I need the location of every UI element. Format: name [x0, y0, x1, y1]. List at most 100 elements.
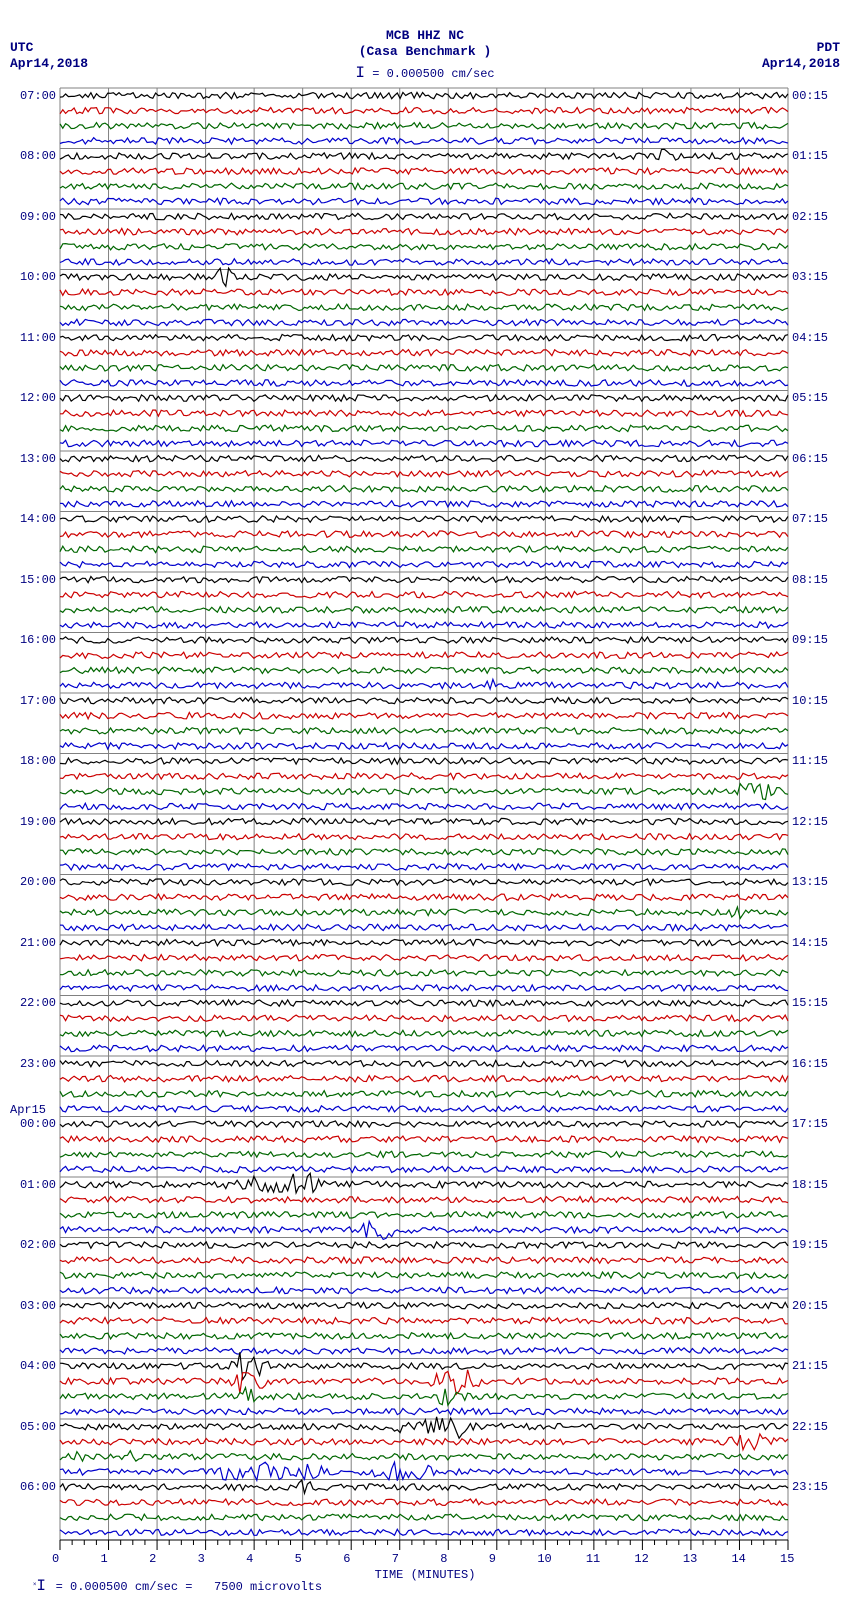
utc-hour-label: 08:00: [20, 149, 56, 163]
utc-hour-label: 10:00: [20, 270, 56, 284]
seismogram-trace: [60, 546, 788, 552]
seismogram-trace: [60, 803, 788, 809]
seismogram-trace: [60, 486, 788, 492]
seismogram-trace: [60, 985, 788, 991]
seismogram-trace: [60, 1106, 788, 1112]
helicorder-plot: [0, 0, 850, 1613]
seismogram-trace: [60, 894, 788, 900]
seismogram-trace: [60, 168, 788, 174]
seismogram-trace: [60, 1514, 788, 1520]
pdt-hour-label: 10:15: [792, 694, 828, 708]
seismogram-trace: [60, 1121, 788, 1127]
seismogram-trace: [60, 531, 788, 537]
seismogram-trace: [60, 849, 788, 855]
seismogram-trace: [60, 425, 788, 431]
utc-hour-label: 11:00: [20, 331, 56, 345]
seismogram-trace: [60, 1434, 788, 1450]
utc-hour-label: 21:00: [20, 936, 56, 950]
seismogram-trace: [60, 773, 788, 779]
pdt-hour-label: 14:15: [792, 936, 828, 950]
seismogram-trace: [60, 924, 788, 930]
seismogram-trace: [60, 213, 788, 219]
seismogram-trace: [60, 455, 788, 461]
seismogram-trace: [60, 622, 788, 628]
seismogram-trace: [60, 1370, 788, 1394]
seismogram-trace: [60, 1060, 788, 1066]
seismogram-trace: [60, 350, 788, 356]
seismogram-trace: [60, 667, 788, 673]
seismogram-trace: [60, 697, 788, 703]
seismogram-trace: [60, 652, 788, 658]
seismogram-trace: [60, 713, 788, 719]
seismogram-trace: [60, 784, 788, 800]
x-tick-label: 11: [586, 1552, 600, 1566]
seismogram-trace: [60, 149, 788, 160]
seismogram-trace: [60, 1030, 788, 1036]
seismogram-trace: [60, 1000, 788, 1006]
seismogram-trace: [60, 395, 788, 401]
pdt-hour-label: 12:15: [792, 815, 828, 829]
seismogram-trace: [60, 1151, 788, 1157]
pdt-hour-label: 16:15: [792, 1057, 828, 1071]
seismogram-trace: [60, 1417, 788, 1438]
pdt-hour-label: 01:15: [792, 149, 828, 163]
seismogram-trace: [60, 1318, 788, 1324]
utc-hour-label: 00:00: [20, 1117, 56, 1131]
pdt-hour-label: 03:15: [792, 270, 828, 284]
seismogram-trace: [60, 1408, 788, 1414]
seismogram-trace: [60, 576, 788, 582]
seismogram-trace: [60, 864, 788, 870]
helicorder-page: MCB HHZ NC (Casa Benchmark ) I = 0.00050…: [0, 0, 850, 1613]
seismogram-trace: [60, 334, 788, 340]
pdt-hour-label: 22:15: [792, 1420, 828, 1434]
seismogram-trace: [60, 268, 788, 286]
seismogram-trace: [60, 471, 788, 477]
seismogram-trace: [60, 637, 788, 643]
utc-hour-label: 04:00: [20, 1359, 56, 1373]
utc-hour-label: 05:00: [20, 1420, 56, 1434]
utc-hour-label: 15:00: [20, 573, 56, 587]
seismogram-trace: [60, 1348, 788, 1354]
utc-hour-label: 17:00: [20, 694, 56, 708]
pdt-hour-label: 19:15: [792, 1238, 828, 1252]
seismogram-trace: [60, 1499, 788, 1505]
seismogram-trace: [60, 592, 788, 598]
x-tick-label: 7: [392, 1552, 399, 1566]
utc-hour-label: 23:00: [20, 1057, 56, 1071]
pdt-hour-label: 00:15: [792, 89, 828, 103]
pdt-hour-label: 02:15: [792, 210, 828, 224]
x-tick-label: 10: [537, 1552, 551, 1566]
seismogram-trace: [60, 1015, 788, 1021]
utc-hour-label: 06:00: [20, 1480, 56, 1494]
left-day-break: Apr15: [10, 1103, 46, 1117]
footer-scale: ×I = 0.000500 cm/sec = 7500 microvolts: [4, 1563, 322, 1609]
seismogram-trace: [60, 1480, 788, 1493]
seismogram-trace: [60, 198, 788, 204]
pdt-hour-label: 11:15: [792, 754, 828, 768]
utc-hour-label: 22:00: [20, 996, 56, 1010]
utc-hour-label: 03:00: [20, 1299, 56, 1313]
seismogram-trace: [60, 561, 788, 567]
pdt-hour-label: 08:15: [792, 573, 828, 587]
seismogram-trace: [60, 108, 788, 114]
seismogram-trace: [60, 410, 788, 416]
seismogram-trace: [60, 1333, 788, 1339]
seismogram-trace: [60, 516, 788, 522]
seismogram-trace: [60, 1197, 788, 1203]
seismogram-trace: [60, 970, 788, 976]
pdt-hour-label: 06:15: [792, 452, 828, 466]
pdt-hour-label: 09:15: [792, 633, 828, 647]
utc-hour-label: 12:00: [20, 391, 56, 405]
seismogram-trace: [60, 1257, 788, 1263]
pdt-hour-label: 07:15: [792, 512, 828, 526]
seismogram-trace: [60, 1242, 788, 1248]
seismogram-trace: [60, 1045, 788, 1051]
seismogram-trace: [60, 1136, 788, 1142]
seismogram-trace: [60, 743, 788, 749]
seismogram-trace: [60, 1221, 788, 1239]
seismogram-trace: [60, 728, 788, 734]
seismogram-trace: [60, 183, 788, 189]
seismogram-trace: [60, 939, 788, 945]
utc-hour-label: 07:00: [20, 89, 56, 103]
x-tick-label: 13: [683, 1552, 697, 1566]
